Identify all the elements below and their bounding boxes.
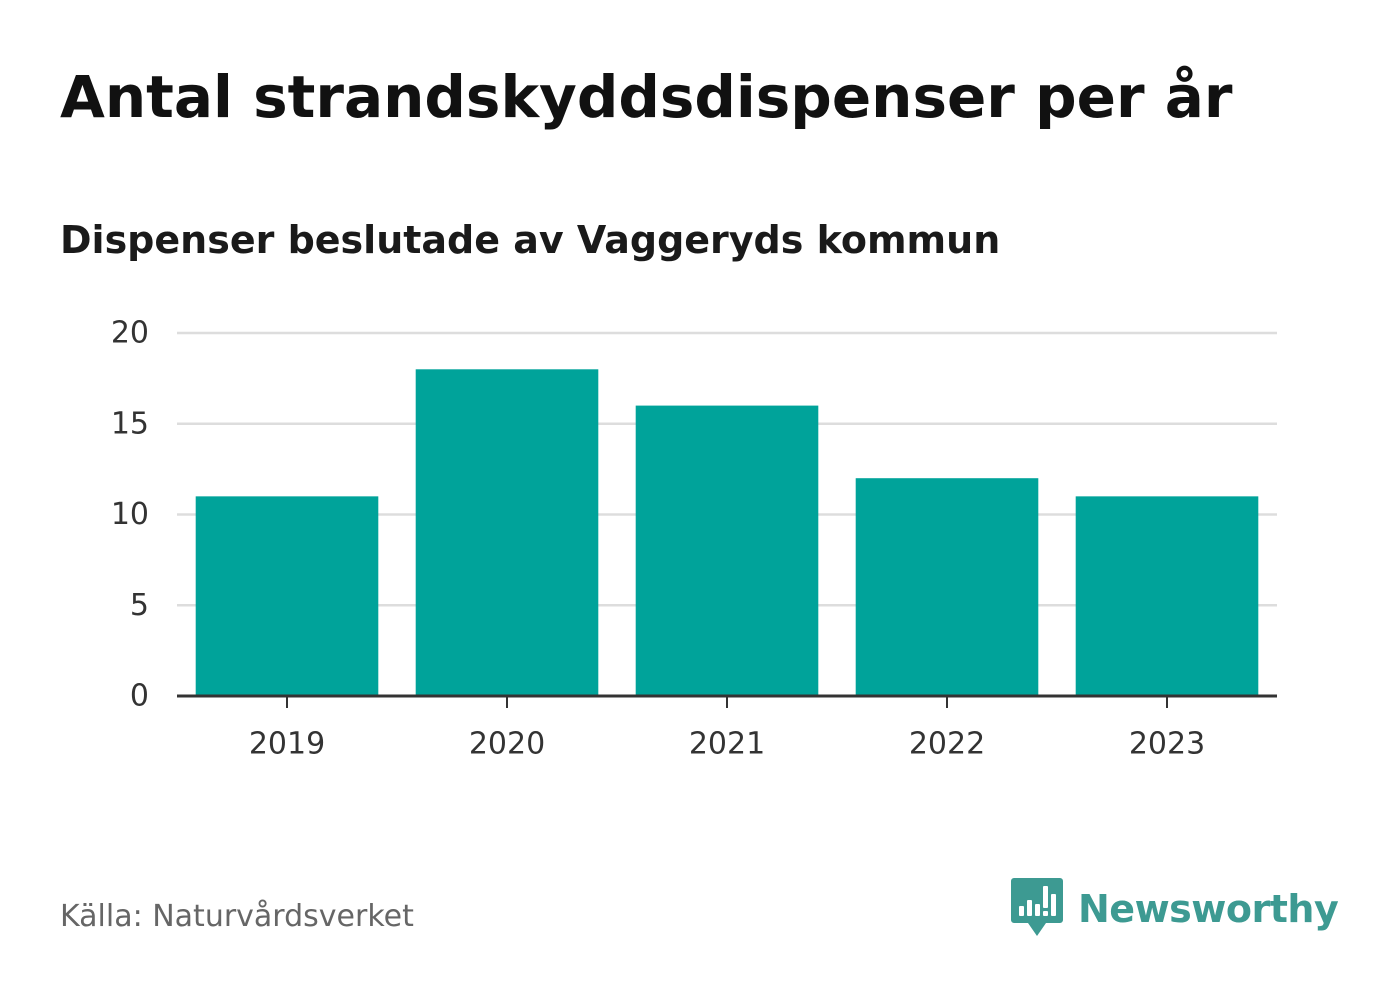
y-tick-label-10: 10 <box>111 497 149 532</box>
x-axis <box>177 694 1277 708</box>
brand-name: Newsworthy <box>1078 887 1339 931</box>
x-tick-label-2022: 2022 <box>909 727 985 762</box>
y-tick-label-20: 20 <box>111 316 149 351</box>
x-tick-label-2020: 2020 <box>469 727 545 762</box>
chart-title: Antal strandskyddsdispenser per år <box>60 63 1233 131</box>
x-tick-label-2023: 2023 <box>1129 727 1205 762</box>
y-tick-label-15: 15 <box>111 406 149 441</box>
chart-subtitle: Dispenser beslutade av Vaggeryds kommun <box>60 218 1001 262</box>
bar-2019 <box>195 496 379 696</box>
bars <box>195 369 1259 696</box>
bar-2023 <box>1075 496 1259 696</box>
x-tick-label-2019: 2019 <box>249 727 325 762</box>
bar-2021 <box>635 405 819 696</box>
y-tick-label-0: 0 <box>130 679 149 714</box>
brand: Newsworthy <box>1010 876 1339 942</box>
y-tick-label-5: 5 <box>130 588 149 623</box>
x-tick-label-2021: 2021 <box>689 727 765 762</box>
y-axis-labels: 0 5 10 15 20 <box>111 316 149 714</box>
source-note: Källa: Naturvårdsverket <box>60 899 414 934</box>
bar-2020 <box>415 369 599 696</box>
x-axis-labels: 2019 2020 2021 2022 2023 <box>249 727 1205 762</box>
bar-2022 <box>855 478 1039 696</box>
newsworthy-logo-icon <box>1010 876 1064 942</box>
